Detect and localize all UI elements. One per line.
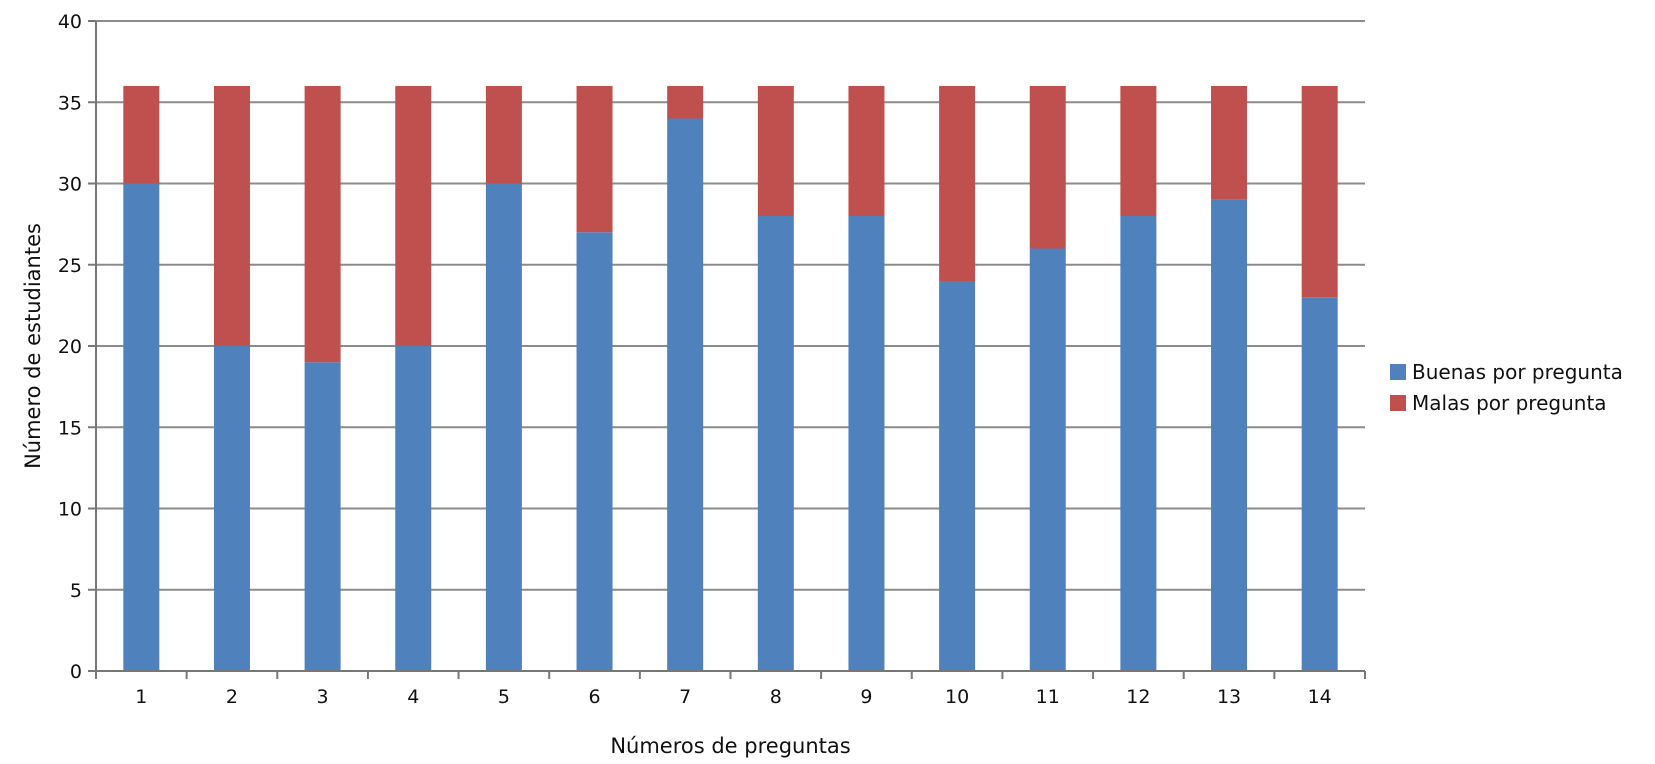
y-tick-label: 20	[58, 336, 82, 358]
x-tick-label: 5	[498, 686, 510, 708]
legend-item-malas: Malas por pregunta	[1390, 391, 1607, 415]
bar-malas-3	[304, 86, 341, 363]
y-tick-label: 10	[58, 499, 82, 521]
y-tick-label: 5	[70, 580, 82, 602]
gridlines	[96, 20, 1365, 591]
x-tick-label: 4	[407, 686, 419, 708]
x-tick-labels: 1 2 3 4 5 6 7 8 9 10 11 12 13 14	[95, 671, 1366, 708]
x-tick-label: 11	[1036, 686, 1060, 708]
legend-item-buenas: Buenas por pregunta	[1390, 360, 1623, 384]
bar-malas-13	[1211, 86, 1248, 200]
bar-buenas-6	[576, 232, 613, 671]
x-tick-label: 2	[226, 686, 238, 708]
bar-malas-7	[667, 86, 704, 119]
y-tick-label: 0	[70, 661, 82, 683]
x-tick-label: 7	[679, 686, 691, 708]
x-tick-label: 13	[1217, 686, 1241, 708]
x-tick-label: 14	[1308, 686, 1332, 708]
bar-buenas-14	[1301, 297, 1338, 671]
bar-malas-10	[939, 86, 976, 281]
bar-malas-5	[485, 86, 522, 184]
x-tick-label: 6	[588, 686, 600, 708]
legend-label-buenas: Buenas por pregunta	[1412, 360, 1623, 384]
bar-buenas-11	[1029, 248, 1066, 671]
legend-label-malas: Malas por pregunta	[1412, 391, 1607, 415]
y-tick-label: 40	[58, 11, 82, 33]
legend-swatch-buenas	[1390, 364, 1406, 380]
y-tick-label: 15	[58, 417, 82, 439]
y-axis-title: Número de estudiantes	[21, 223, 45, 469]
x-tick-label: 3	[317, 686, 329, 708]
legend-swatch-malas	[1390, 395, 1406, 411]
bar-buenas-10	[939, 281, 976, 671]
x-tick-label: 12	[1126, 686, 1150, 708]
bar-buenas-4	[395, 346, 432, 671]
bar-buenas-5	[485, 183, 522, 671]
y-tick-label: 35	[58, 92, 82, 114]
bar-buenas-9	[848, 216, 885, 671]
bar-malas-9	[848, 86, 885, 216]
bar-buenas-8	[757, 216, 794, 671]
bar-malas-14	[1301, 86, 1338, 298]
bar-buenas-7	[667, 118, 704, 671]
bar-malas-11	[1029, 86, 1066, 249]
bar-malas-4	[395, 86, 432, 346]
bar-buenas-1	[123, 183, 160, 671]
x-tick-label: 10	[945, 686, 969, 708]
bar-malas-6	[576, 86, 613, 233]
legend: Buenas por pregunta Malas por pregunta	[1390, 360, 1623, 415]
bar-buenas-13	[1211, 199, 1248, 671]
y-tick-labels: 0 5 10 15 20 25 30 35 40	[58, 11, 96, 683]
bar-malas-2	[213, 86, 250, 346]
y-tick-label: 25	[58, 255, 82, 277]
bar-buenas-2	[213, 346, 250, 671]
bar-buenas-12	[1120, 216, 1157, 671]
x-tick-label: 8	[770, 686, 782, 708]
bar-buenas-3	[304, 362, 341, 671]
bar-malas-8	[757, 86, 794, 216]
y-tick-label: 30	[58, 174, 82, 196]
bar-malas-1	[123, 86, 160, 184]
x-axis-title: Números de preguntas	[610, 734, 850, 758]
bar-malas-12	[1120, 86, 1157, 216]
x-tick-label: 9	[860, 686, 872, 708]
x-tick-label: 1	[135, 686, 147, 708]
bars	[123, 86, 1338, 671]
